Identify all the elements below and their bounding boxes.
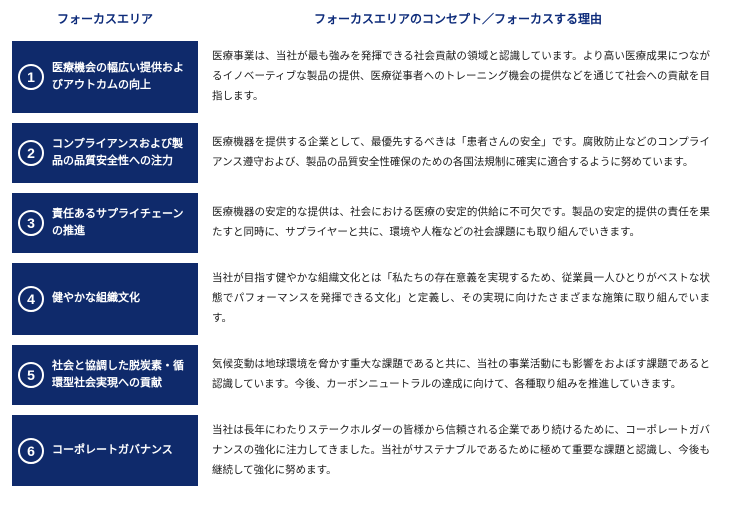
focus-area-cell: 5 社会と協調した脱炭素・循環型社会実現への貢献 [12, 345, 198, 405]
focus-description: 気候変動は地球環境を脅かす重大な課題であると共に、当社の事業活動にも影響をおよぼ… [198, 345, 718, 405]
focus-description: 当社は長年にわたりステークホルダーの皆様から信頼される企業であり続けるために、コ… [198, 415, 718, 487]
focus-title: 健やかな組織文化 [52, 290, 140, 307]
number-badge: 3 [18, 210, 44, 236]
focus-description: 当社が目指す健やかな組織文化とは「私たちの存在意義を実現するため、従業員一人ひと… [198, 263, 718, 335]
focus-title: コーポレートガバナンス [52, 442, 173, 459]
table-row: 6 コーポレートガバナンス 当社は長年にわたりステークホルダーの皆様から信頼され… [12, 415, 718, 487]
focus-title: コンプライアンスおよび製品の品質安全性への注力 [52, 136, 188, 169]
table-row: 5 社会と協調した脱炭素・循環型社会実現への貢献 気候変動は地球環境を脅かす重大… [12, 345, 718, 405]
focus-area-cell: 4 健やかな組織文化 [12, 263, 198, 335]
table-header: フォーカスエリア フォーカスエリアのコンセプト／フォーカスする理由 [12, 10, 718, 27]
table-row: 3 責任あるサプライチェーンの推進 医療機器の安定的な提供は、社会における医療の… [12, 193, 718, 253]
number-badge: 6 [18, 438, 44, 464]
number-badge: 5 [18, 362, 44, 388]
table-row: 4 健やかな組織文化 当社が目指す健やかな組織文化とは「私たちの存在意義を実現す… [12, 263, 718, 335]
focus-description: 医療機器の安定的な提供は、社会における医療の安定的供給に不可欠です。製品の安定的… [198, 193, 718, 253]
focus-description: 医療機器を提供する企業として、最優先するべきは「患者さんの安全」です。腐敗防止な… [198, 123, 718, 183]
header-focus-area: フォーカスエリア [12, 10, 198, 27]
table-row: 1 医療機会の幅広い提供およびアウトカムの向上 医療事業は、当社が最も強みを発揮… [12, 41, 718, 113]
number-badge: 2 [18, 140, 44, 166]
table-row: 2 コンプライアンスおよび製品の品質安全性への注力 医療機器を提供する企業として… [12, 123, 718, 183]
focus-description: 医療事業は、当社が最も強みを発揮できる社会貢献の領域と認識しています。より高い医… [198, 41, 718, 113]
focus-area-cell: 6 コーポレートガバナンス [12, 415, 198, 487]
focus-title: 医療機会の幅広い提供およびアウトカムの向上 [52, 60, 188, 93]
number-badge: 1 [18, 64, 44, 90]
focus-area-cell: 3 責任あるサプライチェーンの推進 [12, 193, 198, 253]
focus-area-cell: 2 コンプライアンスおよび製品の品質安全性への注力 [12, 123, 198, 183]
focus-area-cell: 1 医療機会の幅広い提供およびアウトカムの向上 [12, 41, 198, 113]
focus-title: 社会と協調した脱炭素・循環型社会実現への貢献 [52, 358, 188, 391]
number-badge: 4 [18, 286, 44, 312]
header-concept: フォーカスエリアのコンセプト／フォーカスする理由 [198, 10, 718, 27]
focus-title: 責任あるサプライチェーンの推進 [52, 206, 188, 239]
